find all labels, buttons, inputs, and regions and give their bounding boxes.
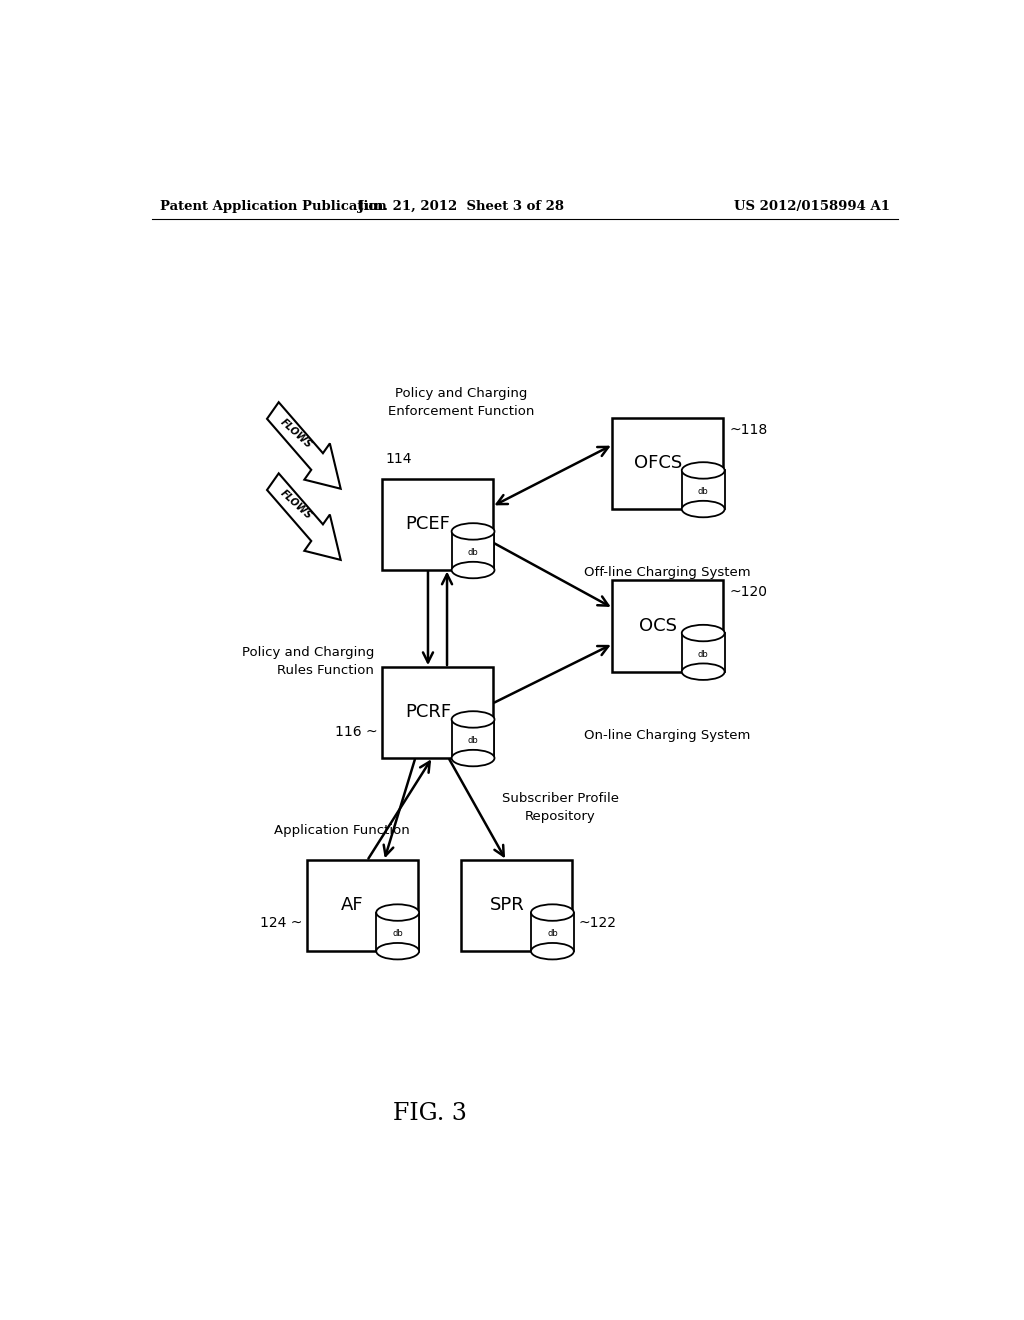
Ellipse shape xyxy=(531,942,573,960)
Ellipse shape xyxy=(452,750,495,767)
Text: On-line Charging System: On-line Charging System xyxy=(585,729,751,742)
Text: Jun. 21, 2012  Sheet 3 of 28: Jun. 21, 2012 Sheet 3 of 28 xyxy=(358,199,564,213)
Text: Application Function: Application Function xyxy=(274,825,411,837)
Text: OFCS: OFCS xyxy=(634,454,682,473)
Text: 116 ~: 116 ~ xyxy=(335,725,378,738)
Polygon shape xyxy=(531,912,573,952)
Text: ~118: ~118 xyxy=(729,422,768,437)
Ellipse shape xyxy=(376,942,419,960)
Text: Off-line Charging System: Off-line Charging System xyxy=(585,566,751,579)
Text: US 2012/0158994 A1: US 2012/0158994 A1 xyxy=(734,199,890,213)
Ellipse shape xyxy=(682,624,725,642)
Text: db: db xyxy=(547,929,558,939)
Ellipse shape xyxy=(452,562,495,578)
FancyBboxPatch shape xyxy=(612,417,723,510)
Text: ~122: ~122 xyxy=(579,916,616,929)
Text: db: db xyxy=(697,487,709,496)
Text: Patent Application Publication: Patent Application Publication xyxy=(160,199,386,213)
Text: Policy and Charging
Enforcement Function: Policy and Charging Enforcement Function xyxy=(388,387,535,417)
FancyBboxPatch shape xyxy=(461,859,572,952)
Text: AF: AF xyxy=(341,896,364,915)
Text: PCRF: PCRF xyxy=(404,704,451,721)
Text: 114: 114 xyxy=(386,453,413,466)
Text: db: db xyxy=(697,649,709,659)
Text: PCEF: PCEF xyxy=(406,515,451,533)
FancyBboxPatch shape xyxy=(382,479,494,570)
Ellipse shape xyxy=(682,500,725,517)
Text: ~120: ~120 xyxy=(729,585,768,599)
Text: OCS: OCS xyxy=(639,616,677,635)
Ellipse shape xyxy=(376,904,419,921)
FancyBboxPatch shape xyxy=(612,581,723,672)
Polygon shape xyxy=(376,912,419,952)
Ellipse shape xyxy=(682,462,725,479)
Polygon shape xyxy=(267,474,341,560)
Ellipse shape xyxy=(531,904,573,921)
Text: FIG. 3: FIG. 3 xyxy=(392,1102,467,1126)
Text: Subscriber Profile
Repository: Subscriber Profile Repository xyxy=(502,792,620,824)
Text: FLOWS: FLOWS xyxy=(279,488,314,521)
Text: SPR: SPR xyxy=(489,896,524,915)
Polygon shape xyxy=(267,403,341,488)
Text: 124 ~: 124 ~ xyxy=(260,916,303,929)
Text: FLOWS: FLOWS xyxy=(279,417,314,450)
Polygon shape xyxy=(452,532,495,570)
Polygon shape xyxy=(682,470,725,510)
Polygon shape xyxy=(682,634,725,672)
FancyBboxPatch shape xyxy=(306,859,418,952)
Text: Policy and Charging
Rules Function: Policy and Charging Rules Function xyxy=(242,645,374,677)
Text: db: db xyxy=(468,737,478,746)
Text: db: db xyxy=(468,548,478,557)
Ellipse shape xyxy=(452,523,495,540)
Text: db: db xyxy=(392,929,403,939)
Ellipse shape xyxy=(452,711,495,727)
Ellipse shape xyxy=(682,664,725,680)
FancyBboxPatch shape xyxy=(382,667,494,758)
Polygon shape xyxy=(452,719,495,758)
